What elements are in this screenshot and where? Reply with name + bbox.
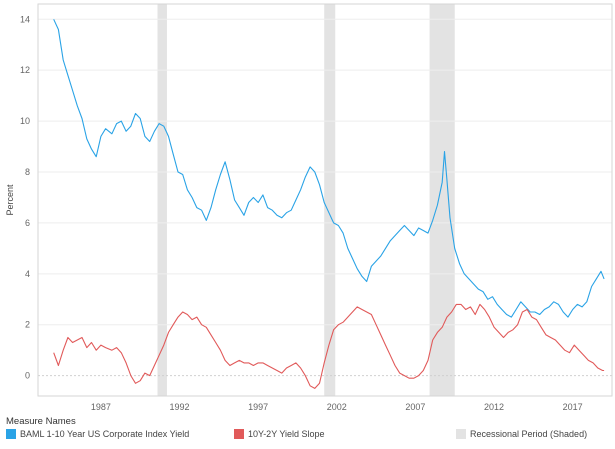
x-tick-label: 1987 [91, 402, 111, 412]
y-tick-label: 4 [25, 269, 30, 279]
legend-label-recession: Recessional Period (Shaded) [470, 429, 588, 439]
x-tick-label: 2007 [405, 402, 425, 412]
legend-swatch-recession [456, 429, 466, 439]
y-axis-label: Percent [5, 184, 15, 216]
y-tick-label: 12 [20, 65, 30, 75]
y-tick-label: 14 [20, 14, 30, 24]
x-tick-label: 1997 [248, 402, 268, 412]
legend-label-corporate-yield: BAML 1-10 Year US Corporate Index Yield [20, 429, 190, 439]
y-tick-label: 10 [20, 116, 30, 126]
legend: Measure Names BAML 1-10 Year US Corporat… [6, 416, 610, 442]
legend-swatch-corporate-yield [6, 429, 16, 439]
y-tick-label: 2 [25, 320, 30, 330]
legend-item-corporate-yield[interactable]: BAML 1-10 Year US Corporate Index Yield [6, 429, 189, 439]
y-tick-label: 8 [25, 167, 30, 177]
y-tick-label: 0 [25, 371, 30, 381]
series-line-corporate-yield [53, 19, 605, 318]
series-line-yield-slope [53, 303, 605, 389]
legend-item-yield-slope[interactable]: 10Y-2Y Yield Slope [234, 429, 325, 439]
plot-frame [37, 3, 613, 397]
x-tick-label: 2012 [484, 402, 504, 412]
x-tick-label: 1992 [170, 402, 190, 412]
x-tick-label: 2002 [327, 402, 347, 412]
legend-title: Measure Names [6, 416, 76, 427]
x-tick-label: 2017 [563, 402, 583, 412]
legend-swatch-yield-slope [234, 429, 244, 439]
legend-label-yield-slope: 10Y-2Y Yield Slope [248, 429, 325, 439]
recession-band-2 [324, 4, 336, 396]
recession-band-1 [157, 4, 167, 396]
y-tick-label: 6 [25, 218, 30, 228]
recession-band-3 [429, 4, 455, 396]
legend-item-recession[interactable]: Recessional Period (Shaded) [456, 429, 587, 439]
